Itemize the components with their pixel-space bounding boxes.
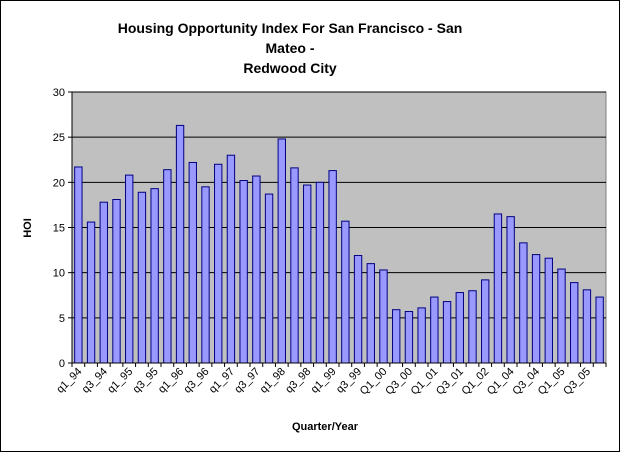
bar (112, 199, 121, 364)
bar (74, 166, 83, 364)
bar (442, 301, 452, 364)
x-tick-label: Q1_04 (485, 366, 517, 398)
x-tick-label: Q1_00 (358, 366, 390, 398)
x-tick-label: q3_97 (232, 366, 262, 396)
bar (493, 213, 503, 364)
x-tick-label: Q1_01 (409, 366, 441, 398)
x-tick-label: q1_98 (258, 366, 288, 396)
bar (404, 311, 414, 364)
bar (137, 191, 147, 364)
x-ticks: q1_94q3_94q1_95q3_95q1_96q3_96q1_97q3_97… (54, 363, 607, 398)
bar (99, 201, 108, 364)
bar (290, 167, 299, 364)
bar (125, 174, 134, 364)
y-tick-label: 15 (53, 223, 65, 235)
y-tick-label: 10 (53, 268, 65, 280)
bar (264, 193, 274, 364)
x-tick-label: q1_97 (207, 366, 237, 396)
x-tick-label: Q3_00 (383, 366, 415, 398)
grid-lines (72, 91, 606, 319)
bar (430, 296, 439, 364)
bar (595, 296, 604, 364)
bar (226, 154, 236, 364)
x-tick-label: q1_99 (309, 366, 339, 396)
bar (557, 268, 566, 364)
bar (570, 282, 579, 364)
x-tick-label: q3_98 (283, 366, 313, 396)
x-tick-label: Q1_02 (459, 366, 491, 398)
bar (417, 307, 426, 364)
x-tick-label: q3_96 (182, 366, 212, 396)
bar (86, 221, 96, 364)
chart-title-line-1: Housing Opportunity Index For San Franci… (117, 20, 463, 56)
x-tick-label: Q3_01 (434, 366, 466, 398)
x-tick-label: q3_94 (80, 366, 110, 396)
y-tick-label: 30 (53, 87, 65, 99)
bar (252, 175, 261, 364)
bar (175, 124, 185, 364)
bar (315, 181, 325, 364)
bar (544, 257, 553, 364)
x-tick-label: Q3_04 (510, 366, 542, 398)
bar (519, 242, 528, 364)
bar (353, 255, 363, 364)
bar (582, 289, 592, 364)
bar (531, 254, 541, 364)
x-tick-label: q1_96 (156, 366, 186, 396)
y-ticks: 0 5 10 15 20 25 30 (53, 87, 72, 370)
bar (163, 169, 172, 364)
x-tick-label: Q1_05 (536, 366, 568, 398)
y-tick-label: 0 (59, 358, 65, 370)
y-tick-label: 20 (53, 177, 65, 189)
bar (379, 269, 388, 364)
bar (201, 186, 210, 364)
x-axis-label: Quarter/Year (292, 421, 359, 433)
x-tick-label: q1_95 (105, 366, 135, 396)
chart-title: Housing Opportunity Index For San Franci… (110, 18, 470, 78)
bar (303, 184, 312, 364)
bar (341, 220, 350, 364)
x-tick-label: Q3_05 (561, 366, 593, 398)
bar (277, 138, 286, 364)
y-axis-label: HOI (22, 218, 34, 238)
chart-title-line-2: Redwood City (243, 60, 337, 76)
x-tick-label: q1_94 (54, 366, 84, 396)
bar (328, 170, 337, 364)
bar (481, 279, 490, 364)
bar (392, 309, 401, 364)
bar (506, 216, 515, 364)
bar (239, 180, 248, 364)
y-tick-label: 25 (53, 132, 65, 144)
bar (366, 263, 375, 364)
bar (188, 161, 197, 364)
bar (468, 290, 477, 364)
bar (150, 188, 159, 364)
bar (455, 292, 464, 364)
y-tick-label: 5 (59, 313, 65, 325)
x-tick-label: q3_95 (131, 366, 161, 396)
bar (214, 163, 223, 364)
